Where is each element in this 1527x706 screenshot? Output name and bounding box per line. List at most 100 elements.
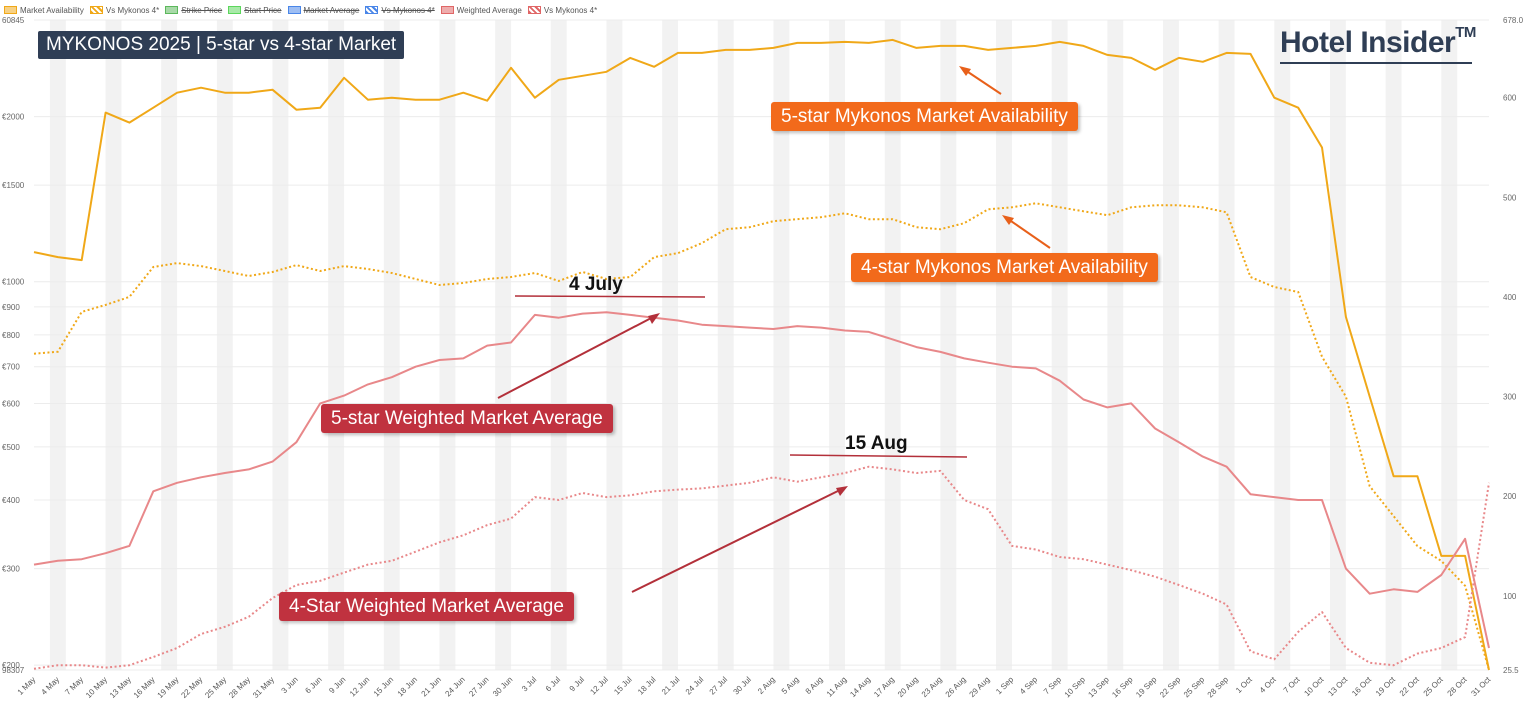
x-tick-label: 28 Sep: [1206, 675, 1231, 700]
left-tick-label: €1500: [2, 181, 25, 190]
x-tick-label: 1 Sep: [994, 675, 1016, 697]
left-tick-label: €900: [2, 303, 20, 312]
right-tick-label: 300: [1503, 393, 1517, 402]
x-tick-label: 4 May: [39, 675, 61, 697]
x-tick-label: 8 Aug: [804, 675, 825, 696]
legend-item[interactable]: Start Price: [228, 5, 282, 15]
legend-label: Vs Mykonos 4*: [381, 5, 435, 15]
peak-label-15-aug: 15 Aug: [845, 433, 908, 454]
legend-label: Market Average: [303, 5, 360, 15]
weekend-band: [1051, 20, 1068, 670]
x-tick-label: 18 Jun: [396, 675, 419, 698]
five-star-weighted-arrow: [497, 315, 656, 399]
x-tick-label: 31 Oct: [1469, 675, 1493, 699]
weekend-band: [940, 20, 957, 670]
weekend-band: [1441, 20, 1458, 670]
legend-swatch: [89, 6, 103, 14]
weekend-bands: [49, 20, 1458, 670]
x-tick-label: 9 Jun: [327, 675, 347, 695]
callout-five-star-availability: 5-star Mykonos Market Availability: [771, 102, 1078, 131]
x-tick-label: 28 May: [227, 675, 252, 700]
x-tick-label: 4 Oct: [1258, 675, 1278, 695]
x-tick-label: 22 Sep: [1158, 675, 1183, 700]
weekend-band: [495, 20, 512, 670]
x-tick-label: 24 Jul: [684, 675, 706, 697]
x-tick-label: 24 Jun: [443, 675, 466, 698]
x-tick-label: 22 Oct: [1398, 675, 1422, 699]
x-tick-label: 20 Aug: [896, 675, 920, 699]
x-tick-label: 22 May: [179, 675, 204, 700]
x-tick-label: 19 May: [156, 675, 181, 700]
four-star-availability-arrow: [1007, 218, 1051, 249]
legend-item[interactable]: Market Average: [287, 5, 360, 15]
legend-item[interactable]: Vs Mykonos 4*: [365, 5, 435, 15]
weekend-band: [1385, 20, 1402, 670]
weekend-band: [272, 20, 289, 670]
weekend-band: [662, 20, 679, 670]
weekend-band: [439, 20, 456, 670]
legend-label: Start Price: [244, 5, 282, 15]
weekend-band: [996, 20, 1012, 670]
x-tick-label: 5 Aug: [780, 675, 801, 696]
x-tick-label: 17 Aug: [872, 675, 896, 699]
x-tick-label: 1 Oct: [1234, 675, 1254, 695]
legend-swatch: [365, 6, 379, 14]
x-tick-label: 12 Jun: [348, 675, 371, 698]
left-tick-label: €200: [2, 661, 20, 670]
legend-item[interactable]: Strike Price: [165, 6, 222, 15]
callout-four-star-availability: 4-star Mykonos Market Availability: [851, 253, 1158, 282]
weekend-band: [606, 20, 623, 670]
legend-label: Vs Mykonos 4*: [105, 5, 160, 15]
x-tick-label: 18 Jul: [636, 675, 658, 697]
chart-title: MYKONOS 2025 | 5-star vs 4-star Market: [38, 31, 405, 59]
weekend-band: [829, 20, 845, 670]
weekend-band: [1218, 20, 1235, 670]
x-tick-label: 11 Aug: [825, 675, 849, 699]
x-tick-label: 19 Sep: [1134, 675, 1159, 700]
weekend-band: [1329, 20, 1346, 670]
five-star-availability-arrowhead: [959, 66, 971, 76]
five-star-peak-line: [514, 295, 706, 298]
x-tick-label: 1 May: [16, 675, 38, 697]
four-star-weighted-arrow: [631, 488, 843, 593]
x-tick-label: 4 Sep: [1018, 675, 1040, 697]
five-star-weighted-arrowhead: [648, 313, 660, 324]
legend-item[interactable]: Vs Mykonos 4*: [89, 5, 160, 15]
weekend-band: [49, 20, 66, 670]
peak-label-4-july: 4 July: [569, 274, 623, 295]
weekend-band: [1107, 20, 1124, 670]
x-tick-label: 27 Jun: [467, 675, 490, 698]
series-line-2: [33, 311, 1490, 649]
right-tick-label: 600: [1503, 94, 1517, 103]
x-tick-label: 13 May: [108, 675, 133, 700]
x-tick-label: 25 Sep: [1182, 675, 1207, 700]
legend-label: Vs Mykonos 4*: [543, 5, 598, 15]
legend-item[interactable]: Weighted Average: [440, 6, 522, 15]
right-tick-label: 200: [1503, 492, 1517, 501]
annotations: [497, 66, 1051, 593]
x-tick-label: 16 May: [132, 675, 157, 700]
legend-item[interactable]: Vs Mykonos 4*: [527, 5, 598, 15]
legend-label: Market Availability: [20, 5, 84, 15]
weekend-band: [1163, 20, 1179, 670]
right-tick-label: 25.5: [1503, 666, 1519, 675]
x-tick-label: 25 May: [203, 675, 228, 700]
x-tick-label: 6 Jul: [544, 675, 562, 693]
right-tick-label: 400: [1503, 293, 1517, 302]
hotel-insider-logo: Hotel InsiderTM: [1280, 24, 1476, 60]
legend-item[interactable]: Market Availability: [4, 6, 84, 15]
left-tick-label: 60845: [2, 16, 25, 25]
five-star-availability-arrow: [964, 69, 1002, 95]
legend-swatch: [165, 6, 179, 14]
logo-text: Hotel Insider: [1280, 26, 1456, 59]
series-line-0: [33, 38, 1490, 671]
x-tick-label: 25 Oct: [1422, 675, 1446, 699]
logo-underline: [1280, 62, 1472, 64]
left-tick-label: 98307: [2, 666, 25, 675]
weekend-band: [773, 20, 790, 670]
x-tick-label: 19 Oct: [1374, 675, 1398, 699]
grid-lines: [34, 19, 1489, 671]
x-tick-label: 16 Oct: [1350, 675, 1374, 699]
callout-four-star-weighted: 4-Star Weighted Market Average: [279, 592, 574, 621]
